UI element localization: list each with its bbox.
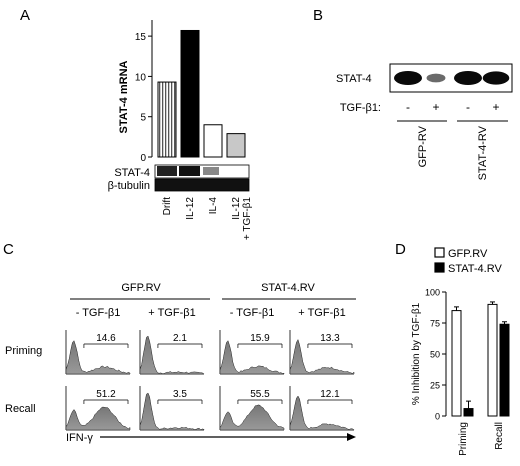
panel-c-percentage: 15.9 — [250, 333, 270, 344]
panel-b-blot: STAT-4 TGF-β1: - + - + GFP-RV STAT-4-RV — [336, 63, 513, 180]
panel-c-histogram — [139, 392, 205, 431]
panel-b-band — [394, 71, 422, 85]
panel-b-treatment-label: TGF-β1: — [340, 102, 381, 114]
panel-a-blot-label-tubulin: β-tubulin — [108, 180, 150, 192]
panel-c-histogram — [289, 338, 355, 375]
panel-a-blot-stat4-band2 — [179, 166, 200, 176]
panel-a-blot-tubulin — [154, 178, 250, 192]
panel-c-letter: C — [3, 241, 14, 258]
panel-c-percentage: 55.5 — [250, 389, 270, 400]
panel-a-chart: STAT-4 mRNA 0 5 10 15 STAT-4 β-tubulin Drif… — [108, 20, 253, 240]
panel-c-percentage: 3.5 — [173, 389, 187, 400]
panel-d-legend: GFP.RV STAT-4.RV — [434, 247, 502, 275]
panel-a-letter: A — [20, 7, 30, 24]
panel-d-y-axis: 0 25 50 75 100 — [425, 288, 447, 422]
panel-c-column-label: - TGF-β1 — [230, 307, 275, 319]
panel-a-bar-il-12 — [226, 133, 246, 158]
panel-a-x-tick-label: + TGF-β1 — [242, 197, 253, 241]
panel-a-y-tick-label: 15 — [135, 32, 147, 43]
panel-d-y-tick-label: 0 — [435, 412, 440, 422]
panel-d-legend-swatch — [434, 247, 445, 258]
panel-c-histogram — [219, 404, 285, 431]
panel-d-legend-swatch — [434, 262, 445, 273]
panel-b-band — [482, 71, 510, 85]
panel-b-sign: - — [466, 100, 470, 114]
panel-b-signs: - + - + — [406, 100, 500, 114]
panel-d-y-axis-title: % Inhibition by TGF-β1 — [411, 302, 422, 405]
panel-c-flow: GFP.RV STAT-4.RV - TGF-β1 + TGF-β1- TGF-β… — [5, 282, 356, 444]
panel-d-legend-label: GFP.RV — [448, 248, 488, 260]
panel-c-histogram-grid: - TGF-β1 + TGF-β1 - TGF-β1 + TGF-β1 14.6 2.1 1… — [65, 307, 355, 431]
panel-d-x-tick-label: Recall — [494, 422, 505, 450]
panel-b-group-label-stat4: STAT-4-RV — [477, 125, 489, 180]
panel-c-x-axis-arrowhead — [347, 433, 356, 441]
panel-a-bar-il-12 — [180, 29, 200, 158]
panel-b-protein-label: STAT-4 — [336, 73, 372, 85]
panel-d-x-tick-label: Priming — [458, 422, 469, 456]
panel-c-x-axis-title: IFN-γ — [66, 432, 93, 444]
panel-b-letter: B — [313, 7, 323, 24]
panel-d-bar-recall-0 — [487, 303, 498, 417]
panel-a-bars — [157, 29, 246, 158]
panel-d-y-tick-label: 25 — [430, 381, 440, 391]
panel-c-histogram — [289, 395, 355, 431]
panel-c-row-label-priming: Priming — [5, 345, 42, 357]
panel-d-bar-priming-1 — [463, 408, 474, 417]
panel-d-bar-recall-1 — [499, 323, 510, 417]
panel-a-blot-stat4-band1 — [157, 166, 177, 176]
panel-d-y-tick-label: 100 — [425, 288, 440, 298]
panel-c-column-label: + TGF-β1 — [298, 307, 345, 319]
panel-a-x-tick-label: IL-12 — [185, 197, 196, 220]
panel-d-bars — [451, 301, 510, 417]
panel-a-bar-il-4 — [203, 124, 223, 158]
panel-a-y-axis-title: STAT-4 mRNA — [118, 60, 130, 133]
panel-c-percentage: 14.6 — [96, 333, 116, 344]
panel-d-letter: D — [395, 241, 406, 258]
panel-c-percentage: 13.3 — [320, 333, 340, 344]
panel-a-y-tick-label: 0 — [140, 153, 146, 164]
panel-d-legend-label: STAT-4.RV — [448, 263, 502, 275]
panel-c-percentage: 51.2 — [96, 389, 116, 400]
panel-a-bar-drift — [157, 81, 177, 158]
panel-a-x-tick-label: Drift — [162, 197, 173, 216]
panel-b-band — [426, 73, 446, 83]
panel-a-x-tick-label: IL-4 — [208, 197, 219, 215]
panel-a-x-tick-label: IL-12 — [231, 197, 242, 220]
panel-b-sign: + — [492, 100, 499, 114]
panel-c-group-label-stat4: STAT-4.RV — [261, 282, 315, 294]
panel-c-column-label: + TGF-β1 — [148, 307, 195, 319]
panel-c-histogram — [65, 406, 131, 431]
panel-c-percentage: 12.1 — [320, 389, 340, 400]
panel-d-y-tick-label: 50 — [430, 350, 440, 360]
panel-b-band — [454, 71, 482, 85]
panel-c-percentage: 2.1 — [173, 333, 187, 344]
panel-a-blot-stat4-band3 — [203, 167, 219, 175]
panel-a-y-tick-label: 10 — [135, 72, 147, 83]
panel-a-x-labels: Drift IL-12 IL-4 IL-12 + TGF-β1 — [162, 197, 253, 241]
panel-c-row-label-recall: Recall — [5, 403, 36, 415]
panel-c-group-label-gfp: GFP.RV — [121, 282, 161, 294]
panel-d-chart: % Inhibition by TGF-β1 GFP.RV STAT-4.RV 0… — [411, 247, 510, 456]
panel-a-y-tick-label: 5 — [140, 113, 146, 124]
panel-b-sign: + — [432, 100, 439, 114]
panel-c-histogram — [219, 340, 285, 375]
panel-c-column-label: - TGF-β1 — [76, 307, 121, 319]
panel-c-histogram — [65, 340, 131, 375]
panel-d-y-tick-label: 75 — [430, 319, 440, 329]
panel-b-group-label-gfp: GFP-RV — [417, 125, 429, 167]
panel-d-bar-priming-0 — [451, 310, 462, 417]
panel-a-y-axis: 0 5 10 15 — [135, 20, 153, 164]
panel-a-blot — [154, 164, 250, 192]
panel-b-sign: - — [406, 100, 410, 114]
panel-a-blot-stat4 — [154, 164, 250, 179]
panel-c-histogram — [139, 335, 205, 375]
panel-b-bands — [394, 71, 510, 85]
panel-a-blot-label-stat4: STAT-4 — [114, 167, 150, 179]
panel-d-x-labels: Priming Recall — [458, 422, 505, 456]
